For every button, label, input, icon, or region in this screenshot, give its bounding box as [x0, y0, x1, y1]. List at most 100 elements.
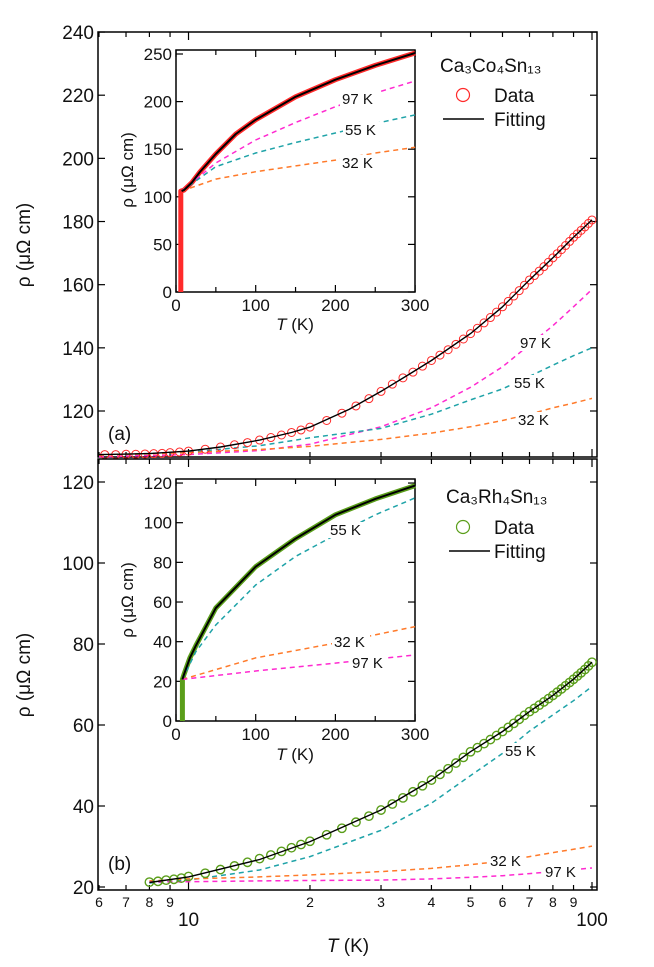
y-tick-label: 160	[62, 276, 94, 297]
main_b-fitting-line	[149, 661, 593, 884]
legend-b-fit-label: Fitting	[494, 542, 546, 563]
data-point	[364, 811, 374, 822]
x-tick-label: 0	[171, 725, 180, 744]
x-tick-label: 100	[242, 296, 270, 315]
data-point	[296, 425, 306, 435]
series-label-bg	[343, 122, 381, 138]
data-point	[305, 422, 315, 432]
data-point	[276, 846, 287, 857]
series-label-32-k: 32 K	[490, 853, 521, 870]
inset_a-plot: 0 50 100 150 200 250 0 100 200 300 97 K 55 K 32 K	[144, 45, 430, 315]
x-minor-tick-label: 6	[499, 894, 507, 910]
data-point	[321, 829, 332, 840]
x-tick-label: 300	[401, 296, 429, 315]
x-minor-tick-label: 8	[549, 894, 557, 910]
main_a-dashed-32-k	[98, 397, 593, 456]
x-tick-label: 200	[321, 296, 349, 315]
legend-a-title: Ca₃Co₄Sn₁₃	[440, 56, 541, 77]
legend-a-data-marker	[455, 87, 471, 103]
data-point	[451, 758, 461, 768]
series-label-55-k: 55 K	[505, 743, 536, 760]
data-point	[376, 805, 386, 815]
x-minor-tick-label: 9	[166, 894, 174, 910]
series-label-97-k: 97 K	[520, 335, 551, 352]
data-point	[458, 752, 469, 763]
data-point	[524, 706, 535, 717]
series-label-bg	[516, 412, 554, 428]
data-point	[479, 318, 489, 328]
y-tick-label: 250	[144, 45, 172, 64]
data-point	[503, 296, 513, 306]
series-label-bg	[488, 853, 526, 869]
data-point	[242, 857, 253, 868]
data-point	[322, 415, 332, 425]
data-point	[376, 386, 386, 396]
y-tick-label: 100	[62, 554, 94, 575]
x-major-tick-label: 100	[576, 910, 608, 931]
x-minor-tick-label: 5	[467, 894, 475, 910]
data-point	[443, 345, 453, 355]
y-tick-label: 120	[144, 474, 172, 493]
x-tick-label: 300	[401, 725, 429, 744]
legend-a-data-label: Data	[494, 86, 535, 107]
series-label-32-k: 32 K	[334, 634, 365, 651]
series-label-bg	[340, 91, 378, 107]
data-point	[435, 350, 445, 360]
legend-a-fit-label: Fitting	[494, 110, 546, 131]
data-point	[426, 775, 437, 785]
x-tick-label: 100	[242, 725, 270, 744]
inset-a-y-label: ρ (μΩ cm)	[118, 132, 137, 208]
data-point	[519, 280, 529, 290]
data-point	[492, 307, 502, 317]
x-minor-tick-label: 7	[122, 894, 130, 910]
inset_b-background	[176, 479, 415, 721]
data-point	[276, 430, 286, 440]
series-label-bg	[328, 522, 366, 538]
data-point	[337, 823, 347, 834]
data-point	[514, 286, 524, 296]
data-point	[287, 427, 297, 437]
inset_a-dashed-32-k	[181, 146, 416, 192]
data-point	[408, 367, 418, 377]
data-point	[265, 850, 276, 860]
main_b-dashed-32-k	[149, 845, 593, 882]
inset-b-y-label: ρ (μΩ cm)	[118, 562, 137, 638]
data-point	[524, 275, 534, 285]
y-tick-label: 0	[163, 283, 172, 302]
data-point	[229, 861, 240, 871]
legend-b-data-marker	[455, 519, 471, 535]
main_a-fitting-line	[98, 219, 593, 456]
y-tick-label: 200	[62, 149, 94, 170]
x-major-tick-label: 10	[178, 910, 199, 931]
legend-b-data-label: Data	[494, 518, 535, 539]
y-axis-label-a: ρ (μΩ cm)	[14, 203, 35, 288]
y-tick-label: 0	[163, 712, 172, 731]
series-label-32-k: 32 K	[342, 155, 373, 172]
y-tick-label: 140	[62, 339, 94, 360]
y-tick-label: 80	[73, 635, 94, 656]
series-label-bg	[543, 864, 581, 880]
data-point	[337, 408, 347, 418]
data-point	[398, 793, 408, 803]
main_b-frame	[97, 458, 598, 891]
y-tick-label: 60	[73, 716, 94, 737]
x-minor-tick-label: 7	[526, 894, 534, 910]
y-tick-label: 220	[62, 86, 94, 107]
main_a-frame	[97, 31, 598, 458]
data-point	[351, 817, 361, 828]
y-tick-label: 240	[62, 23, 94, 44]
data-point	[485, 313, 495, 323]
data-point	[472, 323, 482, 333]
data-point	[466, 329, 476, 339]
main_a-dashed-97-k	[98, 288, 593, 458]
series-label-bg	[518, 335, 556, 351]
data-point	[387, 799, 398, 809]
series-label-bg	[332, 634, 370, 650]
y-tick-label: 80	[153, 553, 172, 572]
data-point	[426, 355, 436, 365]
y-tick-label: 40	[153, 633, 172, 652]
inset_a-background	[176, 50, 415, 292]
data-point	[387, 379, 397, 389]
